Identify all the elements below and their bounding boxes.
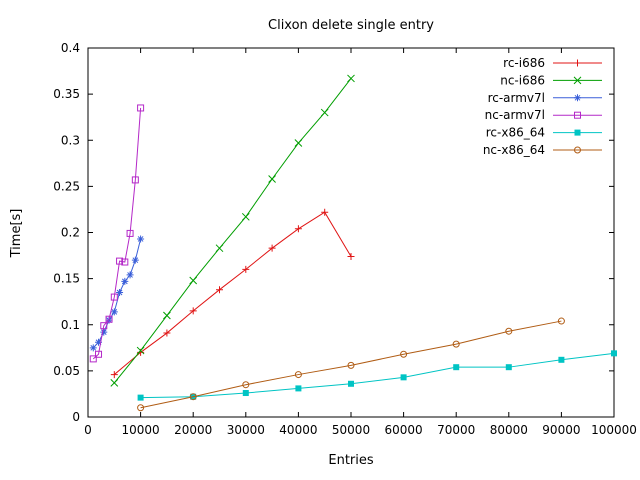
legend: rc-i686 nc-i686 rc-armv7l nc-armv7l rc-x86_6… <box>483 56 602 157</box>
x-tick-label: 30000 <box>227 423 265 437</box>
y-axis-ticks: 0 0.05 0.1 0.15 0.2 0.25 0.3 0.35 0.4 <box>53 41 614 424</box>
legend-entry-nc-i686: nc-i686 <box>500 73 602 87</box>
y-tick-label: 0.15 <box>53 272 80 286</box>
y-tick-label: 0.1 <box>61 318 80 332</box>
legend-label: nc-armv7l <box>485 108 545 122</box>
x-tick-label: 0 <box>84 423 92 437</box>
legend-label: nc-x86_64 <box>483 143 545 157</box>
y-tick-label: 0.25 <box>53 179 80 193</box>
y-tick-label: 0.4 <box>61 41 80 55</box>
x-tick-label: 100000 <box>591 423 637 437</box>
chart-title: Clixon delete single entry <box>268 18 434 33</box>
y-tick-label: 0 <box>72 410 80 424</box>
x-axis-label: Entries <box>328 453 374 468</box>
legend-entry-nc-x86_64: nc-x86_64 <box>483 143 602 157</box>
legend-label: rc-x86_64 <box>486 126 545 140</box>
x-tick-label: 70000 <box>437 423 475 437</box>
x-tick-label: 20000 <box>174 423 212 437</box>
x-axis-ticks: 0 10000 20000 30000 40000 50000 60000 70000 8000… <box>84 48 637 437</box>
y-tick-label: 0.2 <box>61 226 80 240</box>
legend-label: nc-i686 <box>500 73 545 87</box>
y-tick-label: 0.05 <box>53 364 80 378</box>
legend-label: rc-armv7l <box>488 91 545 105</box>
legend-entry-nc-armv7l: nc-armv7l <box>485 108 602 122</box>
y-axis-label: Time[s] <box>9 209 24 259</box>
x-tick-label: 50000 <box>332 423 370 437</box>
x-tick-label: 90000 <box>542 423 580 437</box>
y-tick-label: 0.3 <box>61 133 80 147</box>
series-nc-x86_64 <box>137 317 565 412</box>
x-tick-label: 40000 <box>279 423 317 437</box>
legend-entry-rc-i686: rc-i686 <box>503 56 602 70</box>
plot-area: 0 10000 20000 30000 40000 50000 60000 70000 8000… <box>53 41 637 437</box>
x-tick-label: 60000 <box>385 423 423 437</box>
x-tick-label: 80000 <box>490 423 528 437</box>
series-nc-i686 <box>110 74 355 387</box>
legend-label: rc-i686 <box>503 56 545 70</box>
y-tick-label: 0.35 <box>53 87 80 101</box>
legend-entry-rc-armv7l: rc-armv7l <box>488 91 602 105</box>
legend-entry-rc-x86_64: rc-x86_64 <box>486 126 602 140</box>
x-tick-label: 10000 <box>122 423 160 437</box>
series-rc-armv7l <box>89 235 145 352</box>
series-rc-i686 <box>110 208 355 379</box>
series-nc-armv7l <box>89 104 145 363</box>
